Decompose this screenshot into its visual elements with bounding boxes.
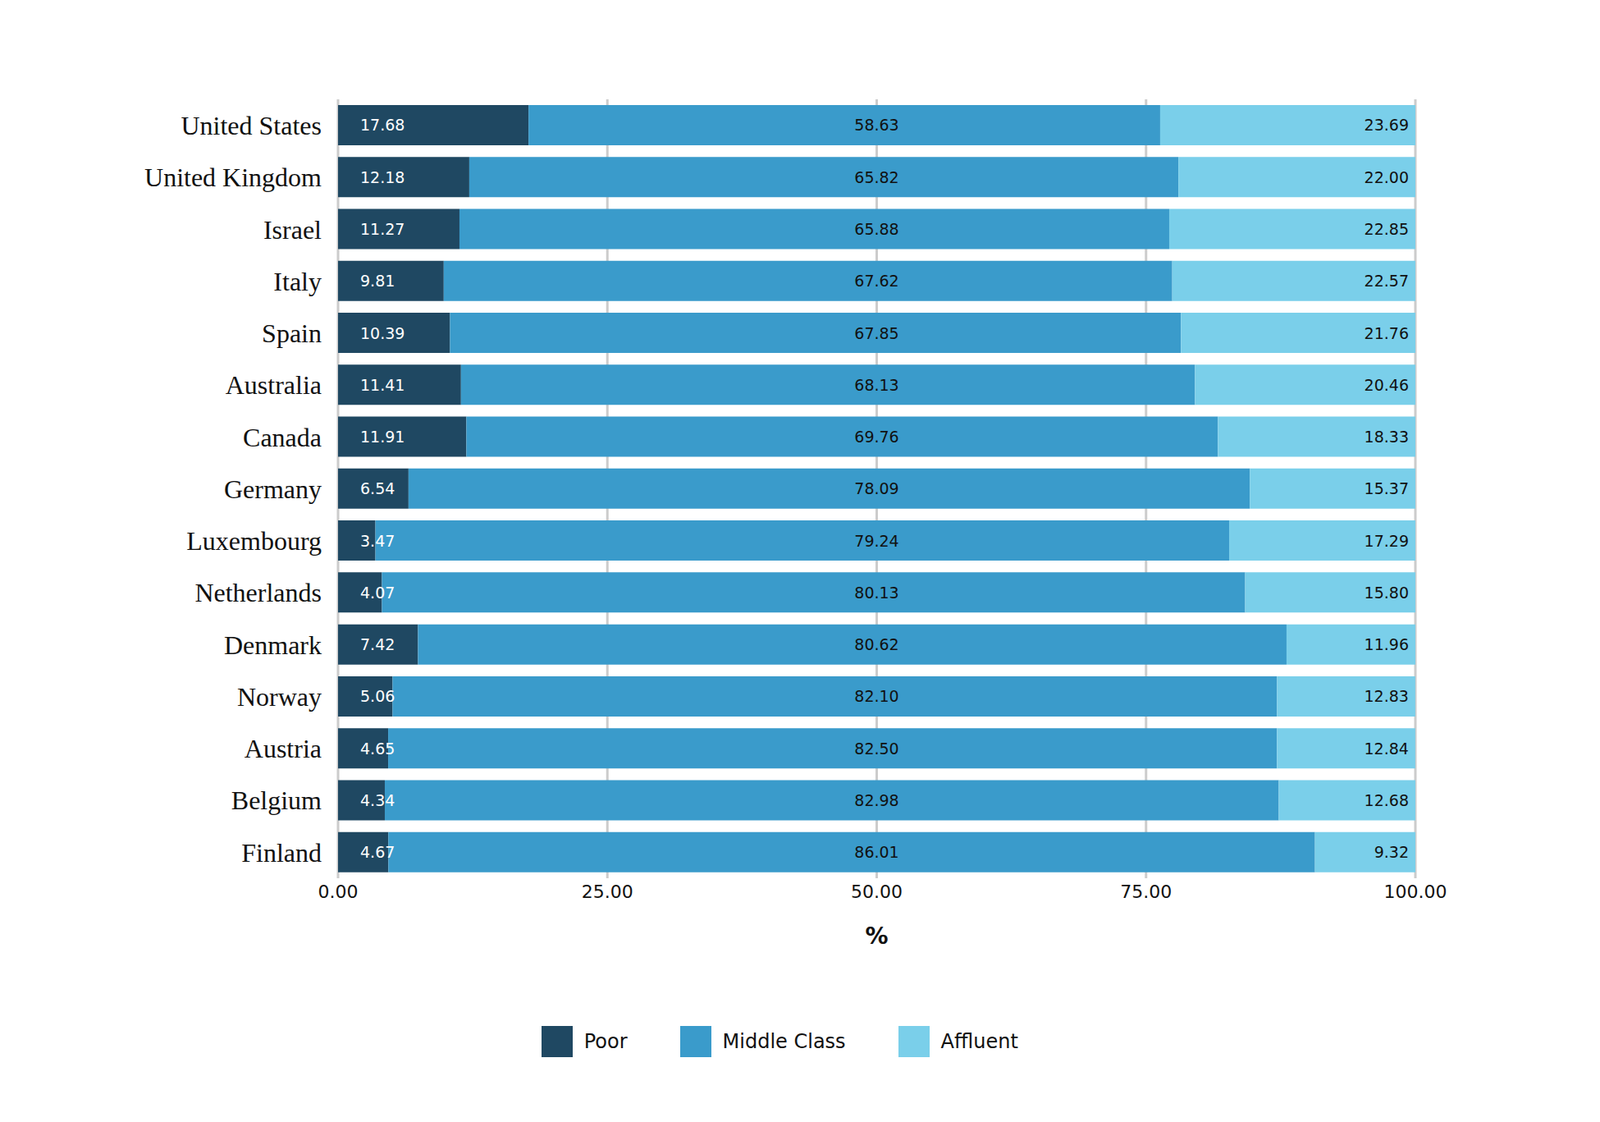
svg-text:50.00: 50.00	[850, 881, 903, 902]
svg-text:%: %	[864, 922, 888, 950]
svg-text:Netherlands: Netherlands	[194, 577, 322, 608]
svg-text:10.39: 10.39	[360, 324, 405, 343]
svg-text:3.47: 3.47	[360, 531, 395, 550]
svg-text:11.41: 11.41	[360, 375, 405, 394]
svg-text:7.42: 7.42	[360, 635, 395, 654]
svg-text:65.88: 65.88	[854, 219, 899, 238]
svg-text:67.62: 67.62	[854, 271, 899, 290]
html-text:Poor: Poor	[583, 1029, 628, 1053]
svg-text:86.01: 86.01	[854, 842, 899, 861]
svg-text:78.09: 78.09	[854, 479, 899, 498]
svg-text:Italy: Italy	[273, 266, 322, 297]
svg-text:17.29: 17.29	[1364, 531, 1409, 550]
svg-text:4.34: 4.34	[360, 790, 395, 810]
svg-text:21.76: 21.76	[1364, 324, 1409, 343]
svg-text:4.65: 4.65	[360, 739, 395, 758]
svg-text:12.83: 12.83	[1363, 686, 1408, 705]
svg-text:12.68: 12.68	[1364, 790, 1409, 810]
svg-text:Israel: Israel	[263, 214, 322, 245]
svg-text:15.80: 15.80	[1364, 583, 1409, 602]
svg-text:Belgium: Belgium	[231, 785, 322, 815]
svg-text:Australia: Australia	[225, 370, 322, 400]
svg-text:Luxembourg: Luxembourg	[186, 525, 322, 556]
svg-text:25.00: 25.00	[581, 881, 634, 902]
svg-text:Finland: Finland	[241, 837, 322, 868]
svg-text:67.85: 67.85	[854, 324, 899, 343]
svg-text:20.46: 20.46	[1364, 375, 1409, 394]
svg-text:United Kingdom: United Kingdom	[144, 162, 322, 192]
svg-text:United States: United States	[180, 110, 322, 141]
svg-text:11.96: 11.96	[1364, 635, 1409, 654]
svg-text:75.00: 75.00	[1120, 881, 1172, 902]
svg-text:82.50: 82.50	[854, 739, 899, 758]
svg-text:69.76: 69.76	[854, 427, 899, 446]
svg-text:68.13: 68.13	[854, 375, 899, 394]
svg-text:11.27: 11.27	[360, 219, 405, 238]
html-text:Affluent: Affluent	[940, 1029, 1019, 1053]
svg-text:100.00: 100.00	[1384, 881, 1448, 902]
svg-text:0.00: 0.00	[318, 881, 359, 902]
svg-text:5.06: 5.06	[360, 686, 395, 705]
svg-text:Germany: Germany	[224, 474, 322, 504]
svg-text:6.54: 6.54	[360, 479, 395, 498]
svg-text:Norway: Norway	[237, 681, 322, 712]
svg-text:80.13: 80.13	[854, 583, 899, 602]
svg-text:9.32: 9.32	[1374, 842, 1409, 861]
svg-text:23.69: 23.69	[1364, 115, 1409, 134]
svg-text:22.00: 22.00	[1364, 168, 1409, 187]
svg-text:11.91: 11.91	[360, 427, 405, 446]
svg-text:22.57: 22.57	[1364, 271, 1409, 290]
svg-text:4.67: 4.67	[360, 842, 395, 861]
svg-text:12.84: 12.84	[1363, 739, 1408, 758]
svg-text:82.10: 82.10	[854, 686, 899, 705]
svg-text:18.33: 18.33	[1364, 427, 1409, 446]
svg-text:22.85: 22.85	[1364, 219, 1409, 238]
svg-text:Denmark: Denmark	[224, 630, 322, 660]
svg-text:15.37: 15.37	[1364, 479, 1409, 498]
svg-text:82.98: 82.98	[854, 790, 899, 810]
svg-text:4.07: 4.07	[360, 583, 395, 602]
svg-text:Canada: Canada	[242, 422, 322, 453]
svg-text:79.24: 79.24	[854, 531, 899, 550]
svg-text:80.62: 80.62	[854, 635, 899, 654]
svg-text:58.63: 58.63	[854, 115, 899, 134]
svg-text:17.68: 17.68	[360, 115, 405, 134]
svg-text:9.81: 9.81	[360, 271, 395, 290]
svg-text:12.18: 12.18	[360, 168, 405, 187]
svg-text:Spain: Spain	[261, 318, 322, 348]
html-text:Middle Class: Middle Class	[722, 1029, 846, 1053]
svg-text:65.82: 65.82	[854, 168, 899, 187]
svg-text:Austria: Austria	[244, 733, 322, 764]
